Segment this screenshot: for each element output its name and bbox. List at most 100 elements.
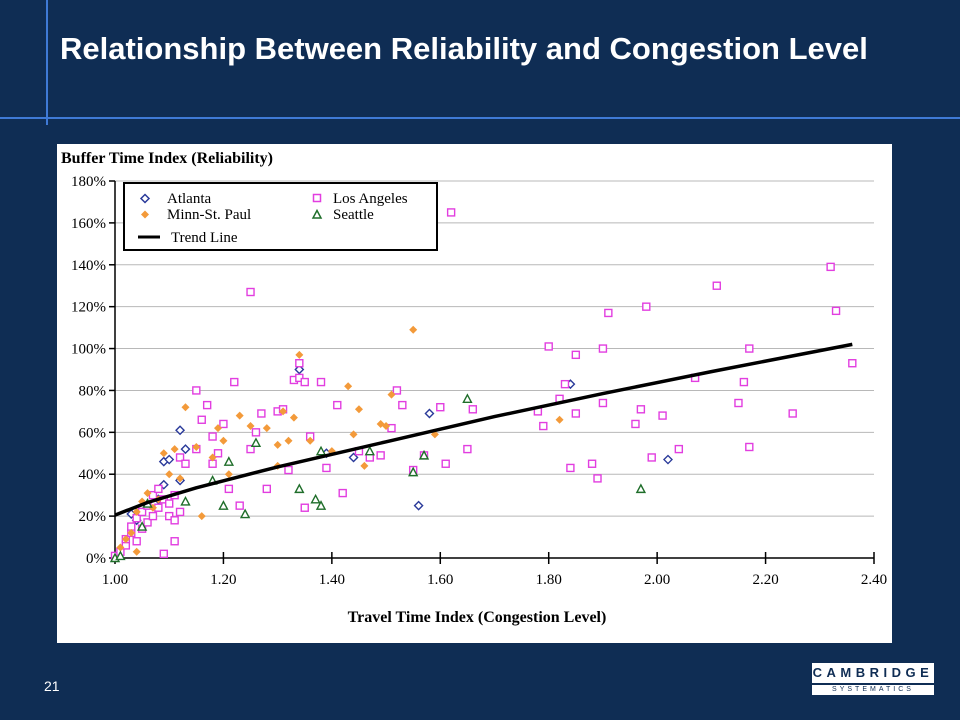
point-los-angeles [712, 281, 721, 290]
y-tick-label: 0% [86, 551, 106, 567]
point-los-angeles [598, 344, 608, 353]
vertical-rule [46, 0, 48, 125]
point-los-angeles [202, 400, 212, 410]
point-los-angeles [132, 537, 141, 546]
point-minn-st-paul [138, 497, 147, 506]
point-los-angeles [571, 350, 581, 360]
point-minn-st-paul [279, 407, 288, 416]
cambridge-systematics-logo: CAMBRIDGE SYSTEMATICS [812, 663, 934, 695]
data-points [109, 208, 857, 563]
point-minn-st-paul [214, 424, 223, 433]
point-minn-st-paul [208, 453, 217, 462]
point-los-angeles [213, 449, 223, 458]
page-number: 21 [44, 678, 60, 694]
point-los-angeles [544, 342, 553, 351]
point-los-angeles [175, 453, 185, 462]
point-los-angeles [316, 377, 326, 387]
legend-marker-los-angeles [312, 193, 322, 203]
point-atlanta [424, 408, 435, 419]
x-tick-label: 2.40 [861, 572, 887, 588]
point-minn-st-paul [132, 547, 141, 556]
point-seattle [223, 456, 235, 466]
point-los-angeles [300, 503, 309, 512]
point-minn-st-paul [197, 512, 206, 521]
point-minn-st-paul [387, 390, 396, 399]
point-seattle [462, 393, 473, 404]
y-tick-label: 20% [79, 509, 107, 525]
chart-legend: Atlanta Los Angeles Minn-St. Paul Seattl… [123, 182, 438, 251]
point-los-angeles [446, 208, 456, 217]
point-los-angeles [831, 306, 841, 316]
point-minn-st-paul [219, 436, 228, 445]
point-minn-st-paul [360, 461, 369, 470]
point-seattle [294, 483, 305, 494]
point-los-angeles [322, 463, 331, 473]
axes: 0% 20% 40% 60% 80% 100% 120% 140% 160% 180% 1.00 1.… [71, 174, 887, 588]
point-minn-st-paul [555, 415, 564, 424]
legend-marker-atlanta [139, 193, 151, 204]
point-los-angeles [224, 484, 234, 494]
point-los-angeles [300, 377, 309, 387]
point-los-angeles [468, 405, 478, 414]
point-los-angeles [208, 432, 217, 441]
point-los-angeles [148, 490, 158, 500]
point-minn-st-paul [273, 440, 282, 449]
point-los-angeles [636, 405, 646, 414]
point-minn-st-paul [176, 474, 185, 483]
point-los-angeles [560, 379, 570, 389]
point-los-angeles [181, 459, 190, 468]
point-seattle [418, 449, 430, 460]
point-los-angeles [739, 377, 749, 387]
logo-subtitle: SYSTEMATICS [812, 685, 934, 695]
point-los-angeles [143, 518, 152, 527]
point-minn-st-paul [235, 411, 244, 420]
point-minn-st-paul [192, 442, 201, 451]
point-los-angeles [587, 459, 597, 468]
point-minn-st-paul [284, 436, 293, 445]
point-minn-st-paul [306, 436, 315, 445]
point-los-angeles [598, 398, 608, 408]
chart-panel: 0% 20% 40% 60% 80% 100% 120% 140% 160% 180% 1.00 1.… [57, 144, 892, 643]
point-los-angeles [159, 549, 168, 559]
point-seattle [180, 495, 191, 506]
legend-label-trend-line: Trend Line [171, 230, 238, 246]
point-minn-st-paul [349, 430, 358, 439]
trend-line [114, 342, 853, 517]
point-seattle [250, 437, 262, 448]
point-los-angeles [647, 453, 656, 462]
y-tick-label: 40% [79, 467, 107, 483]
point-los-angeles [826, 262, 835, 272]
y-tick-label: 60% [79, 425, 107, 441]
y-tick-label: 180% [71, 174, 106, 190]
point-los-angeles [338, 488, 347, 498]
point-los-angeles [376, 451, 385, 460]
point-los-angeles [333, 400, 342, 410]
point-minn-st-paul [181, 403, 190, 412]
point-minn-st-paul [116, 543, 125, 552]
point-seattle [315, 500, 327, 510]
horizontal-rule [0, 117, 960, 119]
x-tick-label: 2.00 [644, 572, 670, 588]
point-los-angeles [631, 419, 640, 429]
point-minn-st-paul [246, 422, 255, 431]
point-seattle [315, 445, 327, 456]
point-los-angeles [734, 398, 743, 408]
point-minn-st-paul [295, 350, 304, 359]
point-minn-st-paul [409, 325, 418, 334]
point-minn-st-paul [262, 424, 271, 433]
point-minn-st-paul [121, 535, 130, 544]
point-los-angeles [170, 537, 179, 546]
point-seattle [136, 521, 148, 531]
legend-label-los-angeles: Los Angeles [333, 191, 408, 207]
point-minn-st-paul [354, 405, 363, 414]
logo-wordmark: CAMBRIDGE [812, 663, 934, 683]
y-tick-label: 100% [71, 342, 106, 358]
point-minn-st-paul [143, 489, 152, 498]
point-atlanta [662, 454, 673, 465]
point-minn-st-paul [382, 422, 391, 431]
point-los-angeles [246, 444, 255, 454]
point-los-angeles [463, 444, 472, 454]
legend-label-seattle: Seattle [333, 207, 374, 223]
point-minn-st-paul [224, 470, 233, 479]
point-los-angeles [295, 359, 304, 368]
